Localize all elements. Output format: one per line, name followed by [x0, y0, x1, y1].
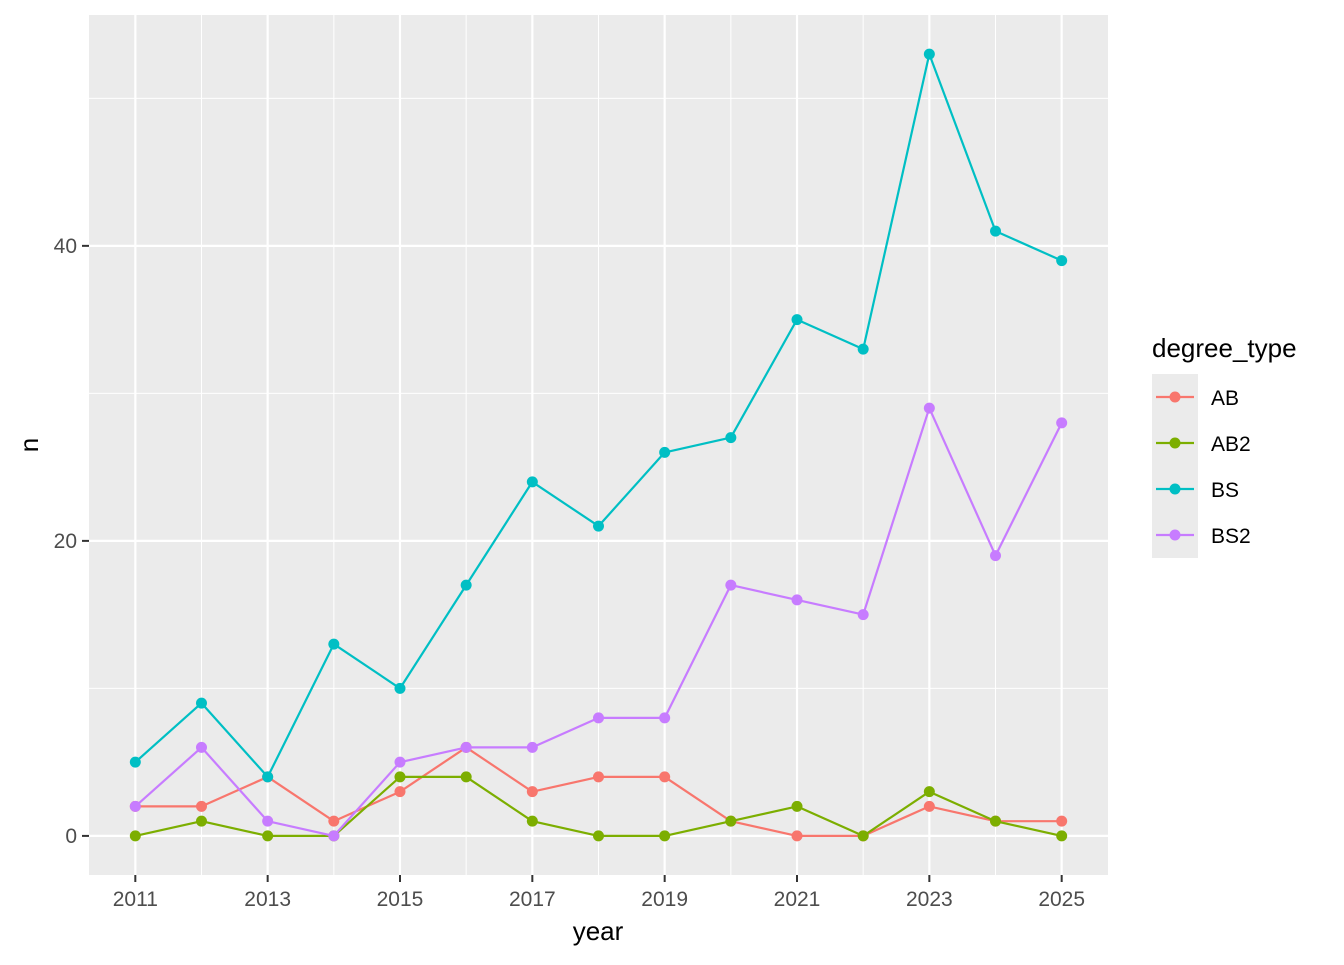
data-point-ab	[328, 815, 340, 827]
legend-title: degree_type	[1152, 333, 1297, 363]
data-point-bs	[659, 446, 671, 458]
x-tick-label: 2015	[377, 888, 424, 911]
data-point-ab2	[791, 800, 803, 812]
data-point-bs	[394, 682, 406, 694]
legend-key-point	[1169, 483, 1181, 495]
data-point-bs	[857, 343, 869, 355]
data-point-bs	[328, 638, 340, 650]
data-point-bs2	[791, 594, 803, 606]
data-point-bs	[791, 314, 803, 326]
data-point-ab	[394, 786, 406, 798]
data-point-ab2	[526, 815, 538, 827]
x-tick-label: 2017	[509, 888, 556, 911]
legend-key-point	[1169, 529, 1181, 541]
legend-label: BS2	[1211, 525, 1251, 548]
legend-label: AB	[1211, 387, 1239, 410]
data-point-bs2	[526, 741, 538, 753]
x-tick-label: 2021	[774, 888, 821, 911]
data-point-ab2	[262, 830, 274, 842]
data-point-ab2	[923, 786, 935, 798]
series-layer	[129, 48, 1068, 842]
data-point-ab2	[725, 815, 737, 827]
data-point-bs2	[923, 402, 935, 414]
data-point-ab	[791, 830, 803, 842]
y-tick-label: 20	[54, 530, 77, 553]
x-tick-label: 2011	[113, 888, 158, 911]
data-point-bs2	[593, 712, 604, 724]
axes: 2011 2013 2015 2017 2019 2021 2023 2025 0 20 40	[54, 235, 1085, 911]
data-point-bs	[460, 579, 472, 591]
data-point-ab2	[659, 830, 671, 842]
data-point-bs2	[990, 550, 1002, 562]
data-point-ab	[923, 800, 935, 812]
data-point-bs	[593, 520, 604, 532]
legend-label: BS	[1211, 479, 1239, 502]
data-point-bs2	[1056, 417, 1068, 429]
data-point-ab	[659, 771, 671, 783]
data-point-bs2	[328, 830, 340, 842]
data-point-bs2	[129, 800, 141, 812]
data-point-ab	[1056, 815, 1068, 827]
legend: degree_type AB AB2 BS BS2	[1152, 333, 1297, 558]
data-point-bs2	[460, 741, 472, 753]
data-point-bs2	[262, 815, 274, 827]
legend-key-point	[1169, 391, 1181, 403]
data-point-bs	[990, 225, 1002, 237]
data-point-ab2	[195, 815, 207, 827]
data-point-bs	[725, 432, 737, 444]
data-point-bs2	[195, 741, 207, 753]
data-point-ab2	[129, 830, 141, 842]
y-tick-label: 40	[54, 235, 77, 258]
data-point-bs	[526, 476, 538, 488]
data-point-bs2	[394, 756, 406, 768]
x-axis-title: year	[573, 916, 624, 946]
data-point-ab2	[857, 830, 869, 842]
data-point-bs	[923, 48, 935, 60]
data-point-ab2	[460, 771, 472, 783]
legend-key-background	[1152, 374, 1198, 558]
data-point-bs2	[659, 712, 671, 724]
x-tick-label: 2025	[1038, 888, 1085, 911]
data-point-bs	[262, 771, 274, 783]
x-tick-label: 2019	[641, 888, 688, 911]
data-point-bs	[129, 756, 141, 768]
data-point-ab	[526, 786, 538, 798]
x-tick-label: 2023	[906, 888, 953, 911]
data-point-ab	[593, 771, 604, 783]
data-point-ab2	[1056, 830, 1068, 842]
data-point-bs2	[857, 609, 869, 621]
minor-gridlines	[89, 15, 1108, 875]
data-point-ab2	[394, 771, 406, 783]
data-point-ab2	[593, 830, 604, 842]
y-axis-title: n	[14, 438, 44, 452]
data-point-bs	[1056, 255, 1068, 267]
data-point-bs	[195, 697, 207, 709]
x-tick-label: 2013	[244, 888, 291, 911]
data-point-bs2	[725, 579, 737, 591]
legend-label: AB2	[1211, 433, 1251, 456]
data-point-ab	[195, 800, 207, 812]
data-point-ab2	[990, 815, 1002, 827]
y-tick-label: 0	[65, 825, 77, 848]
legend-key-point	[1169, 437, 1181, 449]
legend-items: AB AB2 BS BS2	[1156, 387, 1251, 548]
